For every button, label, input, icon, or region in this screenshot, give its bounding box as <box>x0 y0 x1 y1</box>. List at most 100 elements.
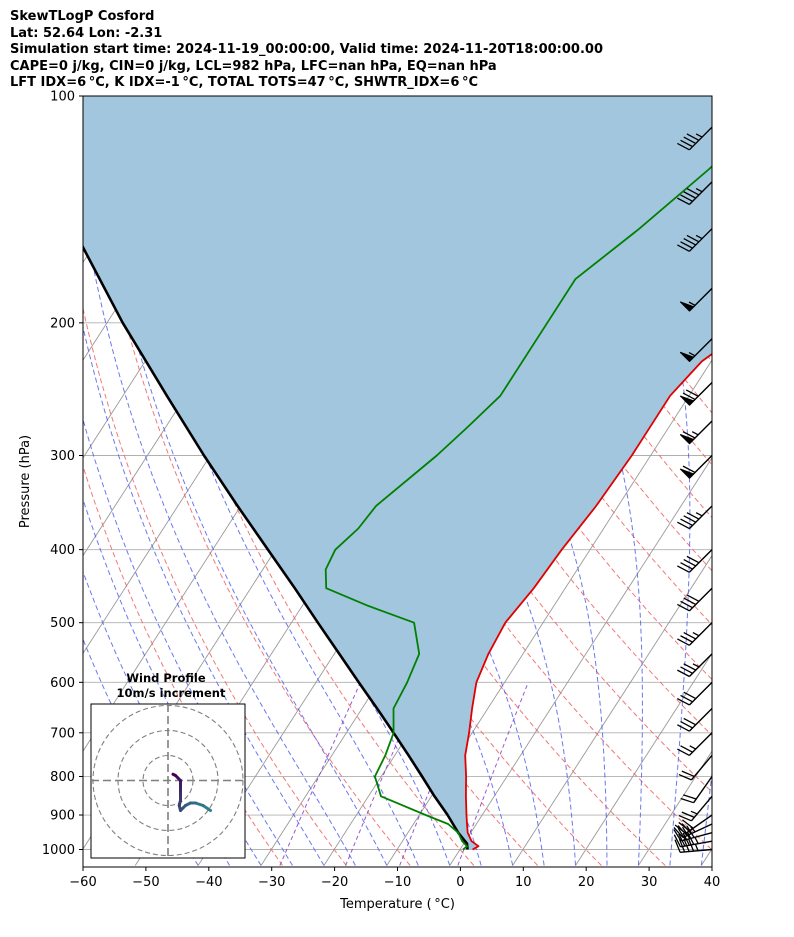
barb-staff <box>688 653 713 677</box>
wind-barb <box>680 776 713 804</box>
barb-full <box>686 187 700 196</box>
parcel-profile-line <box>83 244 469 850</box>
wind-barb <box>674 814 713 834</box>
barb-staff <box>688 681 713 706</box>
barb-full <box>680 194 693 202</box>
negative-area-fill <box>83 96 712 850</box>
barb-full <box>683 663 697 671</box>
dry-adiabat <box>507 96 712 414</box>
barb-full <box>680 600 693 609</box>
wind-barb <box>679 420 713 445</box>
wind-barb <box>677 181 713 206</box>
barb-half <box>688 352 696 357</box>
moist-adiabat <box>83 417 293 866</box>
barb-staff <box>690 754 713 781</box>
barb-full <box>677 565 690 573</box>
barb-half <box>691 431 699 436</box>
wind-barb <box>677 653 713 678</box>
barb-full <box>673 829 682 842</box>
dry-adiabat <box>768 96 794 866</box>
barb-half <box>692 631 700 637</box>
y-tick-label: 800 <box>50 770 75 785</box>
barb-full <box>682 465 696 474</box>
barb-full <box>677 748 690 756</box>
wind-barb <box>678 795 713 822</box>
barb-full <box>683 238 697 246</box>
barb-full <box>678 839 686 853</box>
barb-full <box>686 234 700 243</box>
barb-full <box>677 521 690 530</box>
barb-full <box>674 839 681 853</box>
barb-half <box>694 844 699 851</box>
barb-full <box>677 197 690 206</box>
x-tick-label: −40 <box>195 875 222 890</box>
dewpoint-profile-line <box>324 165 712 851</box>
barb-full <box>674 824 687 834</box>
barb-staff <box>688 181 713 205</box>
barb-full <box>682 819 694 829</box>
barb-full <box>686 512 700 520</box>
y-tick-label: 200 <box>50 316 75 331</box>
barb-full <box>677 724 690 732</box>
barb-full <box>683 717 697 726</box>
wind-barb <box>677 228 713 252</box>
profiles-layer <box>83 165 712 851</box>
barb-full <box>680 241 693 249</box>
x-tick-label: 0 <box>456 875 464 890</box>
station-coordinates: Lat: 52.64 Lon: -2.31 <box>10 25 163 41</box>
wind-barb <box>679 381 713 406</box>
barb-full <box>673 826 684 838</box>
y-tick-label: 100 <box>50 90 75 105</box>
barb-full <box>681 811 695 818</box>
x-tick-label: 10 <box>515 875 532 890</box>
barb-full <box>680 721 693 729</box>
x-tick-label: −20 <box>321 875 348 890</box>
barb-full <box>678 773 692 781</box>
barb-full <box>686 594 700 602</box>
barb-full <box>680 694 693 703</box>
x-tick-label: −30 <box>258 875 285 890</box>
stability-indices: LFT IDX=6 °C, K IDX=-1 °C, TOTAL TOTS=47… <box>10 75 478 91</box>
barb-half <box>694 837 699 844</box>
barb-staff <box>685 814 713 834</box>
wind-barb <box>677 549 713 573</box>
barb-flag <box>679 301 695 312</box>
x-tick-label: 30 <box>641 875 658 890</box>
barb-half <box>689 745 697 750</box>
wind-barb <box>677 732 713 756</box>
barb-half <box>695 133 703 138</box>
barb-full <box>683 691 697 700</box>
temperature-profile-line <box>464 352 712 851</box>
x-tick-label: 20 <box>578 875 595 890</box>
hodograph-trace-segment <box>171 772 177 777</box>
barb-full <box>683 191 697 199</box>
barb-full <box>683 558 697 567</box>
barb-full <box>686 555 700 564</box>
barb-staff <box>680 848 713 853</box>
y-tick-label: 500 <box>50 616 75 631</box>
isotherm-line <box>575 652 712 866</box>
mixing-ratio-line <box>457 682 529 866</box>
barb-full <box>673 834 682 848</box>
wind-barb <box>673 832 713 848</box>
cape-fill-layer <box>83 96 712 850</box>
barb-staff <box>680 832 713 842</box>
barb-full <box>677 603 690 612</box>
barb-full <box>677 142 690 151</box>
x-axis-label: Temperature ( °C) <box>339 897 455 912</box>
barb-flag <box>679 468 695 479</box>
moist-adiabat <box>83 570 231 866</box>
barb-full <box>678 814 692 822</box>
y-tick-label: 600 <box>50 676 75 691</box>
chart-title: SkewTLogP Cosford <box>10 9 155 24</box>
chart-header: SkewTLogP Cosford Lat: 52.64 Lon: -2.31 … <box>10 9 603 92</box>
wind-barb <box>677 587 713 612</box>
barb-half <box>688 301 696 306</box>
moist-adiabat <box>83 324 325 866</box>
barb-staff <box>690 795 713 822</box>
dry-adiabat <box>736 96 794 866</box>
barb-staff <box>693 776 713 804</box>
barb-full <box>678 833 686 847</box>
